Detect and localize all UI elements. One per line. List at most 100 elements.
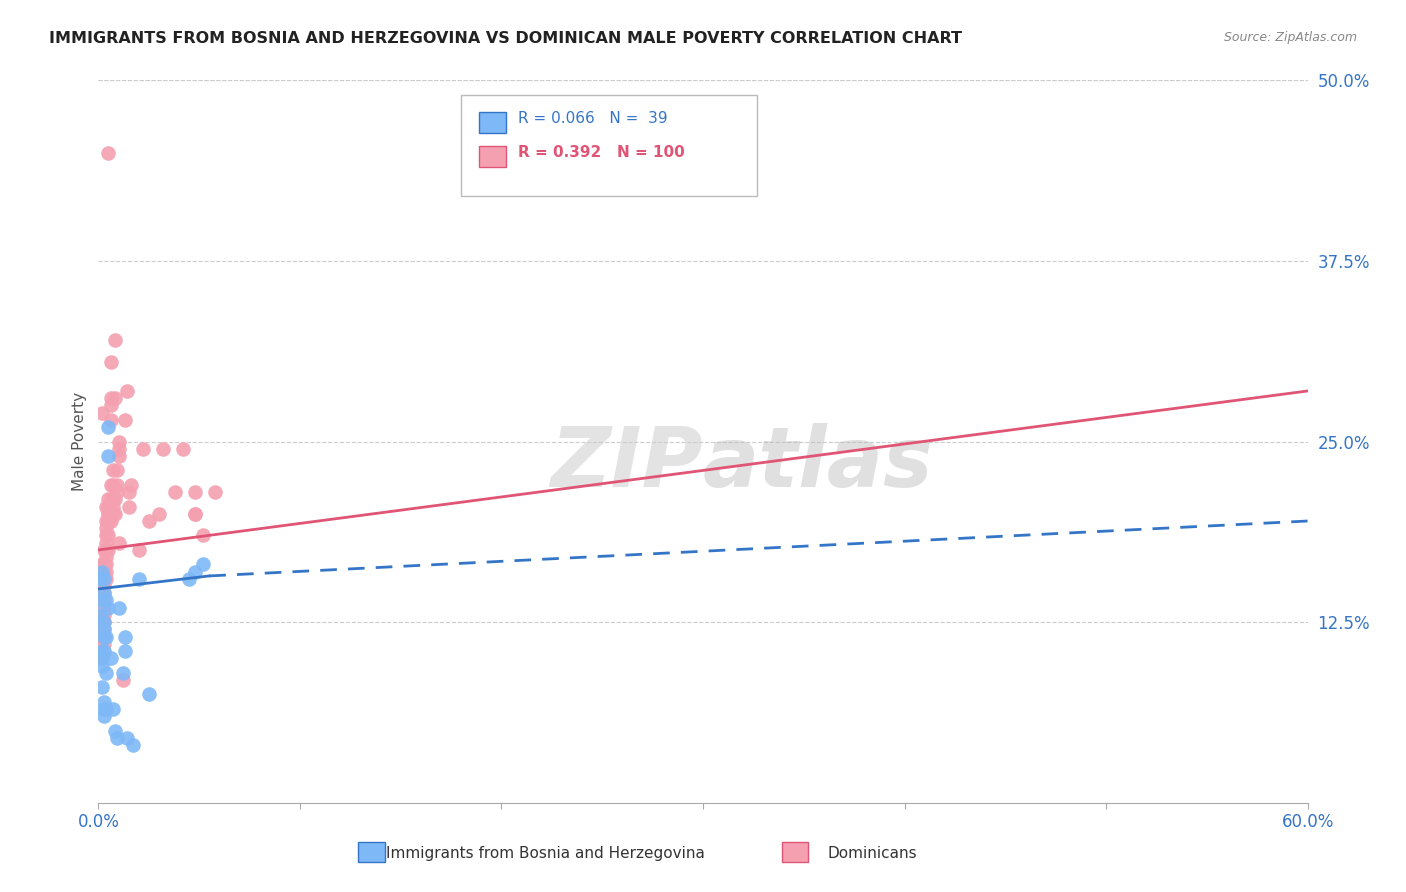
- Point: [93, 579, 115, 593]
- Point: [97, 420, 120, 434]
- Point: [91, 572, 114, 586]
- Point: [114, 413, 136, 427]
- Text: Immigrants from Bosnia and Herzegovina: Immigrants from Bosnia and Herzegovina: [387, 846, 706, 861]
- Point: [91, 658, 114, 673]
- Point: [128, 572, 150, 586]
- Point: [97, 449, 120, 463]
- Point: [97, 600, 120, 615]
- FancyBboxPatch shape: [479, 146, 506, 167]
- Point: [103, 334, 125, 348]
- Point: [91, 615, 114, 630]
- Point: [96, 514, 118, 528]
- Point: [89, 637, 111, 651]
- Point: [89, 572, 111, 586]
- Point: [100, 478, 122, 492]
- Point: [93, 709, 115, 723]
- Point: [103, 391, 125, 405]
- Text: R = 0.392   N = 100: R = 0.392 N = 100: [517, 145, 685, 160]
- Point: [100, 355, 122, 369]
- Text: R = 0.066   N =  39: R = 0.066 N = 39: [517, 112, 668, 126]
- Point: [93, 695, 115, 709]
- Point: [93, 593, 115, 607]
- Point: [93, 615, 115, 630]
- Point: [138, 687, 160, 701]
- Point: [115, 731, 138, 745]
- Text: IMMIGRANTS FROM BOSNIA AND HERZEGOVINA VS DOMINICAN MALE POVERTY CORRELATION CHA: IMMIGRANTS FROM BOSNIA AND HERZEGOVINA V…: [49, 31, 962, 46]
- Point: [93, 558, 115, 572]
- Point: [96, 665, 118, 680]
- Point: [97, 514, 120, 528]
- Point: [97, 500, 120, 514]
- Point: [93, 565, 115, 579]
- Point: [97, 507, 120, 521]
- Point: [184, 507, 207, 521]
- Point: [101, 463, 124, 477]
- Point: [91, 644, 114, 658]
- Point: [114, 630, 136, 644]
- Point: [91, 565, 114, 579]
- Point: [100, 514, 122, 528]
- Point: [89, 593, 111, 607]
- Point: [118, 485, 141, 500]
- Point: [93, 623, 115, 637]
- Point: [107, 434, 129, 449]
- Point: [96, 550, 118, 565]
- Point: [89, 600, 111, 615]
- Point: [101, 702, 124, 716]
- Point: [128, 542, 150, 557]
- Text: ZIP: ZIP: [550, 423, 703, 504]
- Point: [91, 406, 114, 420]
- Point: [193, 528, 215, 542]
- Point: [93, 702, 115, 716]
- Point: [93, 637, 115, 651]
- Point: [107, 449, 129, 463]
- Point: [96, 702, 118, 716]
- Point: [93, 630, 115, 644]
- Point: [96, 630, 118, 644]
- Point: [93, 572, 115, 586]
- Point: [111, 665, 134, 680]
- Point: [115, 384, 138, 398]
- Point: [91, 572, 114, 586]
- Text: Source: ZipAtlas.com: Source: ZipAtlas.com: [1223, 31, 1357, 45]
- Point: [114, 644, 136, 658]
- Point: [152, 442, 174, 456]
- Point: [91, 680, 114, 694]
- Point: [96, 565, 118, 579]
- Point: [103, 507, 125, 521]
- Point: [91, 651, 114, 665]
- Point: [89, 572, 111, 586]
- Point: [93, 607, 115, 622]
- Point: [97, 145, 120, 160]
- Point: [89, 651, 111, 665]
- Point: [132, 442, 155, 456]
- Point: [91, 600, 114, 615]
- Point: [91, 607, 114, 622]
- Point: [193, 558, 215, 572]
- Point: [107, 442, 129, 456]
- Point: [101, 478, 124, 492]
- Point: [89, 644, 111, 658]
- Point: [172, 442, 194, 456]
- Point: [100, 492, 122, 507]
- Point: [93, 615, 115, 630]
- Point: [89, 607, 111, 622]
- Point: [100, 391, 122, 405]
- Point: [100, 398, 122, 412]
- Point: [97, 542, 120, 557]
- Text: Dominicans: Dominicans: [828, 846, 917, 861]
- Point: [121, 738, 143, 752]
- Point: [91, 586, 114, 600]
- Point: [107, 535, 129, 549]
- Point: [184, 565, 207, 579]
- Point: [91, 572, 114, 586]
- Point: [89, 651, 111, 665]
- FancyBboxPatch shape: [782, 842, 808, 862]
- Point: [97, 492, 120, 507]
- Point: [93, 586, 115, 600]
- Point: [96, 521, 118, 535]
- Point: [91, 579, 114, 593]
- Point: [93, 630, 115, 644]
- Point: [93, 600, 115, 615]
- Point: [100, 651, 122, 665]
